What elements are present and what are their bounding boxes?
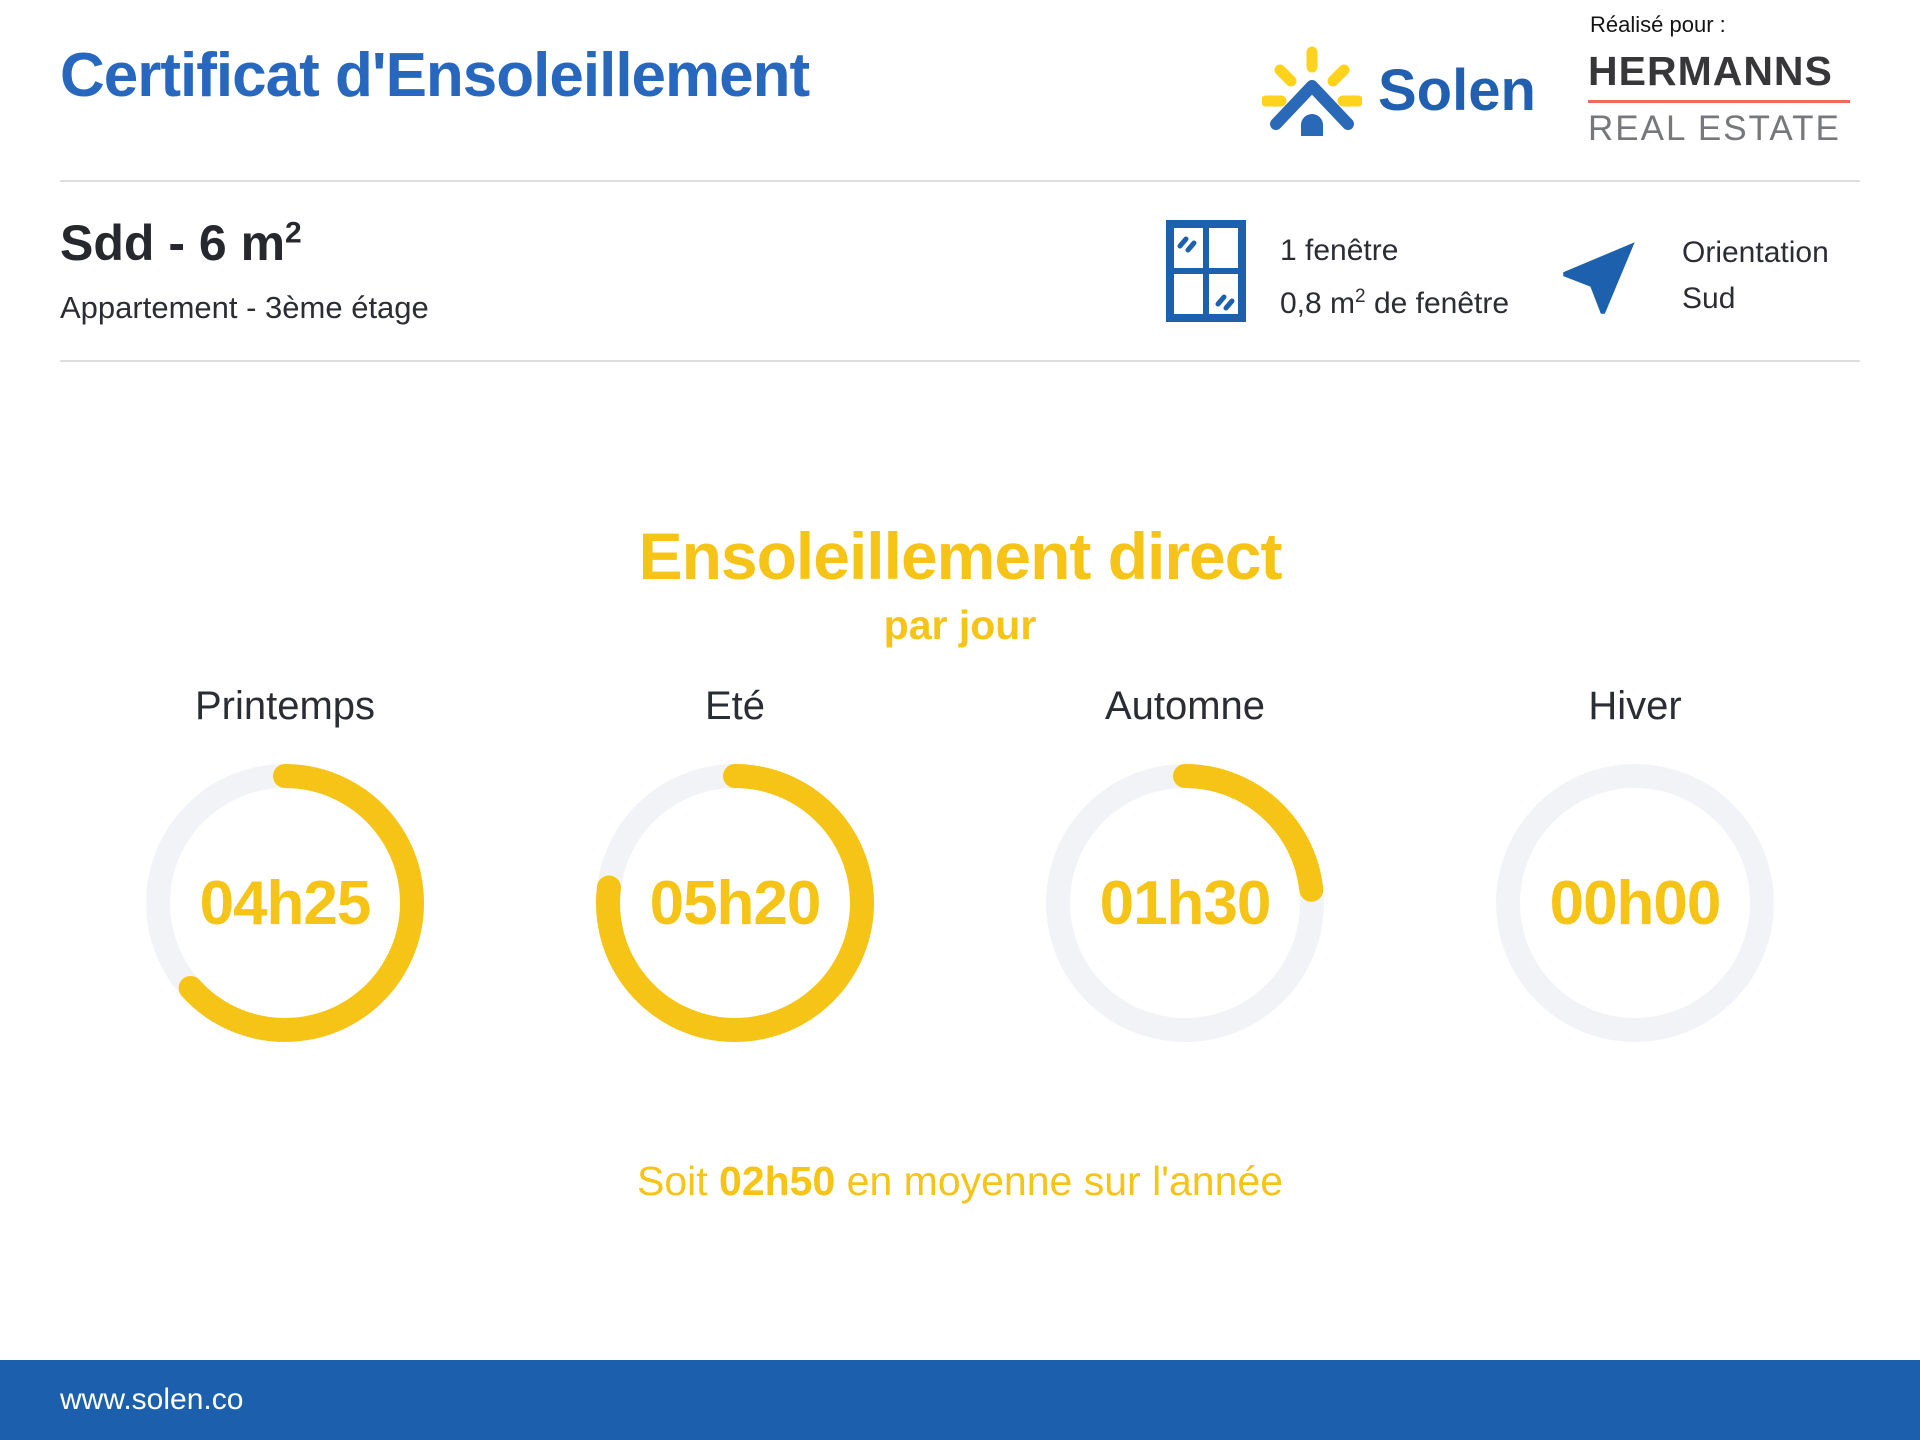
window-area-suffix: de fenêtre [1365,287,1510,320]
sun-house-icon [1262,46,1362,136]
gauge-label: Automne [1104,684,1266,728]
gauge-label: Eté [704,684,766,728]
window-info: 1 fenêtre 0,8 m2 de fenêtre [1166,220,1509,327]
gauge-ring: 05h20 [585,753,885,1053]
orientation-label: Orientation [1682,236,1829,269]
footer-bar: www.solen.co [0,1360,1920,1440]
gauge-value: 00h00 [1549,868,1722,938]
window-area-prefix: 0,8 m [1280,287,1356,320]
season-gauges: Printemps 04h25 Eté 05h20 Automne [60,684,1860,1053]
window-count: 1 fenêtre [1280,234,1399,267]
gauge-ete: Eté 05h20 [510,684,960,1053]
page-title: Certificat d'Ensoleillement [60,41,810,110]
orientation-info: Orientation Sud [1560,222,1829,322]
room-title: Sdd - 6 m2 [60,214,302,272]
realise-pour-label: Réalisé pour : [1590,12,1726,37]
orientation-text: Orientation Sud [1682,222,1829,322]
footer-url[interactable]: www.solen.co [60,1383,244,1416]
room-title-text: Sdd - 6 m [60,215,286,271]
room-subtitle: Appartement - 3ème étage [60,290,429,325]
navigation-arrow-icon [1563,242,1635,314]
gauge-ring: 01h30 [1035,753,1335,1053]
client-logo-divider [1588,100,1850,103]
gauge-value: 01h30 [1099,868,1272,938]
property-divider [60,360,1860,362]
client-subname: REAL ESTATE [1588,109,1841,148]
gauge-printemps: Printemps 04h25 [60,684,510,1053]
gauge-ring: 00h00 [1485,753,1785,1053]
yearly-average-summary: Soit 02h50 en moyenne sur l'année [0,1158,1920,1205]
gauge-label: Printemps [194,684,376,728]
window-info-text: 1 fenêtre 0,8 m2 de fenêtre [1280,220,1509,327]
brand-wordmark: Solen [1378,57,1536,123]
header-divider [60,180,1860,182]
summary-prefix: Soit [636,1158,720,1204]
gauge-hiver: Hiver 00h00 [1410,684,1860,1053]
summary-average-value: 02h50 [719,1158,836,1204]
client-name: HERMANNS [1588,48,1833,94]
window-area-sup: 2 [1355,286,1366,307]
chart-subtitle: par jour [883,602,1037,648]
gauge-label: Hiver [1588,684,1682,728]
gauge-ring: 04h25 [135,753,435,1053]
summary-suffix: en moyenne sur l'année [835,1158,1284,1204]
gauge-automne: Automne 01h30 [960,684,1410,1053]
window-icon [1166,220,1246,322]
client-logo-block: Réalisé pour : HERMANNS REAL ESTATE [1588,12,1860,149]
chart-title: Ensoleillement direct [638,519,1283,593]
orientation-value: Sud [1682,282,1736,315]
gauge-value: 04h25 [199,868,372,938]
solen-logo: Solen [1262,44,1536,136]
room-title-sup: 2 [285,216,302,250]
gauge-value: 05h20 [649,868,822,938]
window-area: 0,8 m2 de fenêtre [1280,274,1509,327]
